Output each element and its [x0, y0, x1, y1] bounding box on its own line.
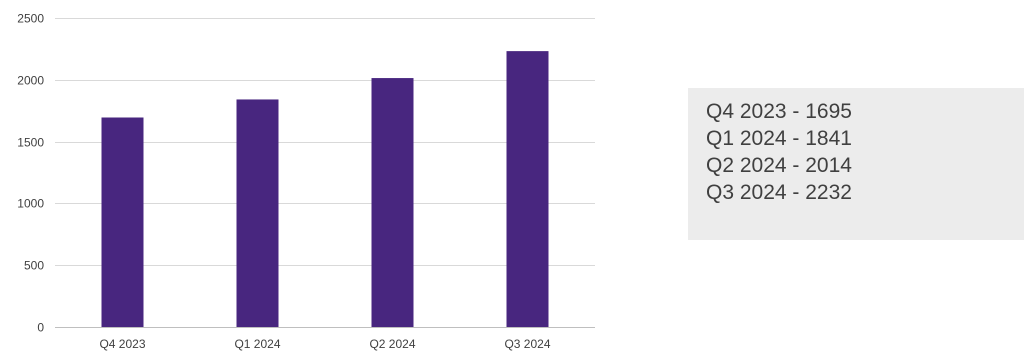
summary-line-q4-2023: Q4 2023 - 1695	[706, 100, 852, 123]
y-tick-label: 1500	[17, 136, 44, 150]
x-axis-tick-labels: Q4 2023 Q1 2024 Q2 2024 Q3 2024	[99, 337, 550, 351]
y-tick-label: 2500	[17, 12, 44, 26]
x-tick-label: Q2 2024	[369, 337, 415, 351]
bar-q2-2024	[371, 78, 414, 327]
bar-q1-2024	[236, 99, 279, 328]
bar-q4-2023	[101, 117, 144, 327]
x-tick-label: Q4 2023	[99, 337, 145, 351]
summary-line-q3-2024: Q3 2024 - 2232	[706, 181, 852, 204]
y-tick-label: 0	[37, 321, 44, 335]
summary-line-q1-2024: Q1 2024 - 1841	[706, 127, 852, 150]
y-tick-label: 1000	[17, 197, 44, 211]
bar-chart: 0 500 1000 1500 2000 2500 Q4 2023 Q1 2024 Q2 20…	[17, 12, 595, 351]
y-axis-tick-labels: 0 500 1000 1500 2000 2500	[17, 12, 44, 335]
bars	[101, 51, 549, 328]
value-summary-box: Q4 2023 - 1695 Q1 2024 - 1841 Q2 2024 - …	[688, 88, 1024, 240]
y-tick-label: 2000	[17, 74, 44, 88]
summary-line-q2-2024: Q2 2024 - 2014	[706, 154, 852, 177]
x-tick-label: Q3 2024	[504, 337, 550, 351]
y-tick-label: 500	[24, 259, 44, 273]
x-tick-label: Q1 2024	[234, 337, 280, 351]
gridlines	[55, 18, 595, 328]
bar-q3-2024	[506, 51, 549, 327]
